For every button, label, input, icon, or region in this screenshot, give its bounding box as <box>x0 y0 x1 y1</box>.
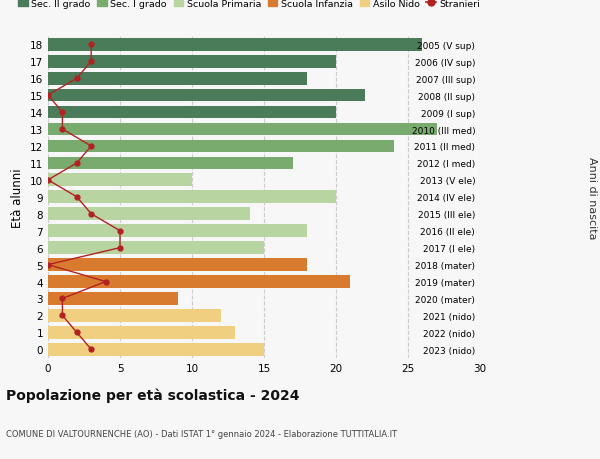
Bar <box>48 309 221 322</box>
Bar <box>48 73 307 85</box>
Y-axis label: Età alunni: Età alunni <box>11 168 25 227</box>
Bar <box>48 225 307 238</box>
Bar <box>48 208 250 221</box>
Bar <box>48 259 307 271</box>
Bar <box>48 292 178 305</box>
Text: Popolazione per età scolastica - 2024: Popolazione per età scolastica - 2024 <box>6 388 299 403</box>
Bar <box>48 90 365 102</box>
Bar <box>48 56 336 68</box>
Bar <box>48 39 422 51</box>
Bar <box>48 326 235 339</box>
Bar <box>48 242 264 254</box>
Bar <box>48 140 394 153</box>
Bar <box>48 123 437 136</box>
Bar <box>48 275 350 288</box>
Bar <box>48 191 336 204</box>
Text: Anni di nascita: Anni di nascita <box>587 156 597 239</box>
Bar <box>48 157 293 170</box>
Bar <box>48 343 264 356</box>
Bar <box>48 174 192 187</box>
Legend: Sec. II grado, Sec. I grado, Scuola Primaria, Scuola Infanzia, Asilo Nido, Stran: Sec. II grado, Sec. I grado, Scuola Prim… <box>18 0 481 9</box>
Bar <box>48 106 336 119</box>
Text: COMUNE DI VALTOURNENCHE (AO) - Dati ISTAT 1° gennaio 2024 - Elaborazione TUTTITA: COMUNE DI VALTOURNENCHE (AO) - Dati ISTA… <box>6 429 397 438</box>
